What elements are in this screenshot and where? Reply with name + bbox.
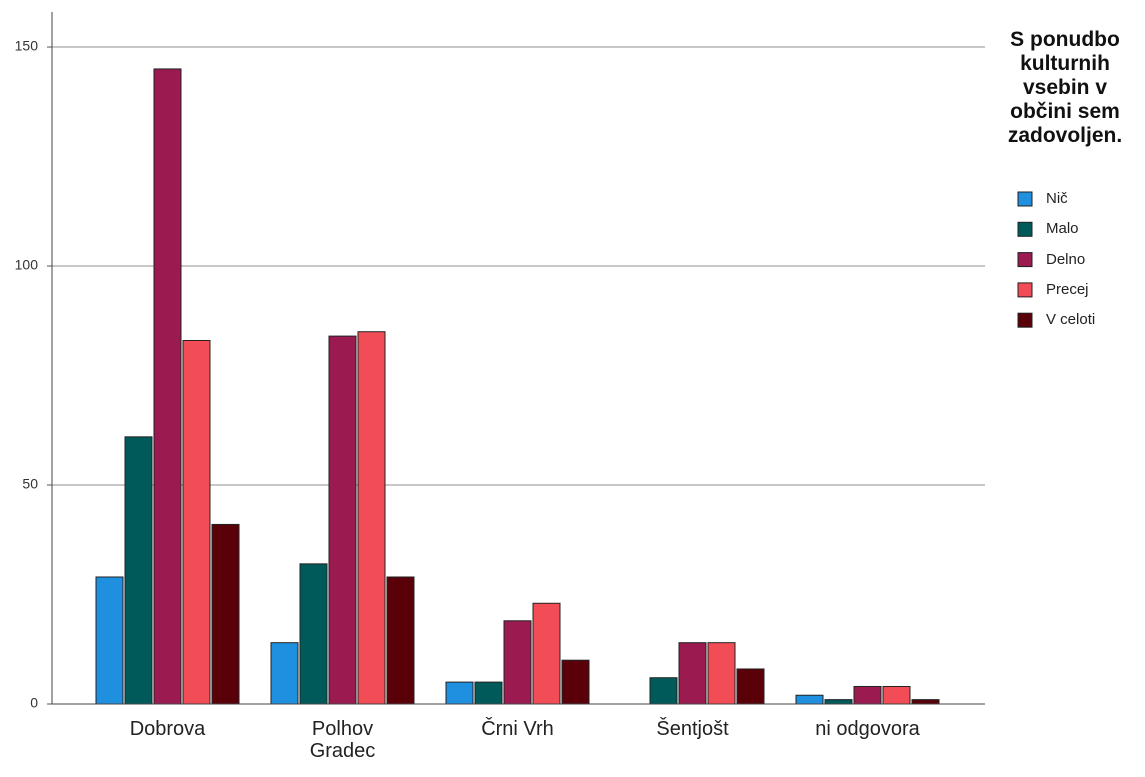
bar (707, 642, 736, 705)
legend-label: Malo (1046, 220, 1079, 238)
bar (95, 576, 124, 705)
legend-swatch (1017, 191, 1033, 207)
bar (503, 620, 532, 705)
legend-title: S ponudbo kulturnih vsebin v občini sem … (1007, 28, 1123, 147)
y-tick-label: 150 (15, 38, 39, 54)
bar (853, 685, 882, 705)
x-tick-label: Šentjošt (656, 718, 729, 740)
bar (153, 68, 182, 705)
bar (678, 642, 707, 705)
bar (795, 694, 824, 705)
y-tick-label: 0 (30, 695, 38, 711)
x-tick-label: Polhov Gradec (309, 718, 376, 762)
x-tick-label: ni odgovora (815, 718, 920, 740)
bar (357, 331, 386, 705)
legend-swatch (1017, 312, 1033, 328)
legend-label: V celoti (1046, 311, 1096, 329)
bar (270, 642, 299, 705)
y-tick-label: 100 (15, 257, 39, 273)
bar (445, 681, 474, 705)
bar (736, 668, 765, 705)
bar (474, 681, 503, 705)
x-tick-label: Črni Vrh (481, 718, 554, 740)
bar (328, 335, 357, 705)
bar (532, 602, 561, 705)
bar (182, 339, 211, 705)
bar (211, 523, 240, 705)
bar (911, 699, 940, 705)
bar (124, 436, 153, 705)
x-tick-label: Dobrova (129, 718, 206, 740)
legend-swatch (1017, 282, 1033, 298)
bar (561, 659, 590, 705)
legend-swatch (1017, 221, 1033, 237)
y-tick-label: 50 (22, 476, 38, 492)
legend-label: Delno (1046, 250, 1086, 268)
bar (299, 563, 328, 705)
legend-swatch (1017, 252, 1033, 268)
bar (386, 576, 415, 705)
legend-label: Nič (1046, 190, 1068, 207)
bar (882, 685, 911, 705)
bar (824, 699, 853, 705)
legend-label: Precej (1046, 280, 1089, 298)
bar (649, 677, 678, 705)
